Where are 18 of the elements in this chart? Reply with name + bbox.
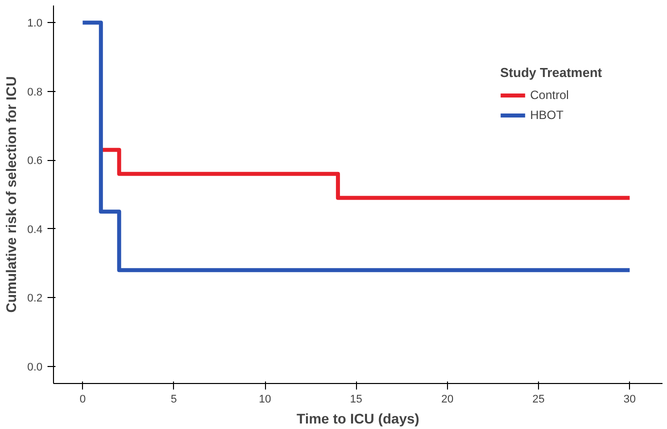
x-tick-label: 0 [80, 394, 86, 406]
legend-title: Study Treatment [500, 65, 602, 80]
x-tick-label: 20 [441, 394, 454, 406]
x-tick-label: 10 [258, 394, 272, 406]
x-tick-label: 30 [624, 394, 636, 406]
y-tick-label: 0.4 [27, 224, 43, 236]
y-tick-label: 1.0 [27, 18, 43, 30]
legend-label: HBOT [530, 108, 564, 122]
y-tick-label: 0.2 [27, 292, 43, 305]
y-tick-label: 0.8 [27, 86, 43, 98]
x-tick-label: 25 [532, 394, 545, 406]
y-tick-label: 0.0 [27, 361, 43, 374]
y-tick-label: 0.6 [27, 155, 43, 168]
legend-label: Control [530, 88, 569, 102]
x-tick-label: 5 [170, 394, 177, 406]
x-axis-title: Time to ICU (days) [296, 410, 420, 426]
x-tick-label: 15 [350, 394, 362, 406]
y-axis-title: Cumulative risk of selection for ICU [3, 76, 20, 313]
